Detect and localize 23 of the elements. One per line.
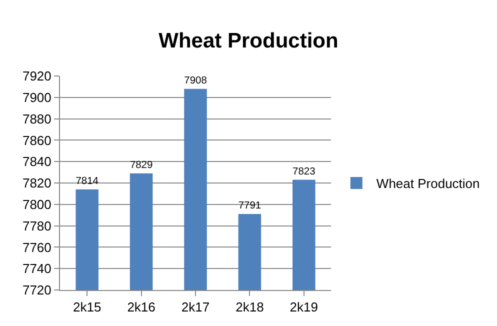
data-label: 7908 [184,75,208,86]
chart-title: Wheat Production [158,29,338,52]
y-tick-label: 7800 [22,196,52,212]
x-tick-label: 2k19 [290,300,318,315]
y-tick-label: 7860 [22,132,52,148]
y-tick-label: 7720 [22,282,52,298]
x-tick-label: 2k15 [73,300,102,315]
x-tick-label: 2k16 [127,300,156,315]
y-tick-label: 7920 [22,68,52,84]
y-tick-label: 7780 [22,218,52,234]
data-label: 7791 [238,200,262,212]
y-tick-label: 7760 [22,240,52,255]
data-label: 7814 [76,176,99,188]
y-tick-label: 7740 [22,261,52,276]
y-tick-label: 7880 [22,111,52,126]
y-tick-label: 7820 [22,176,52,191]
data-label: 7823 [292,166,316,178]
x-tick-label: 2k18 [236,300,264,315]
legend-label: Wheat Production [376,176,480,192]
x-tick-label: 2k17 [181,300,210,315]
y-tick-label: 7900 [22,90,52,105]
data-label: 7829 [130,160,153,172]
y-tick-label: 7840 [22,154,52,170]
